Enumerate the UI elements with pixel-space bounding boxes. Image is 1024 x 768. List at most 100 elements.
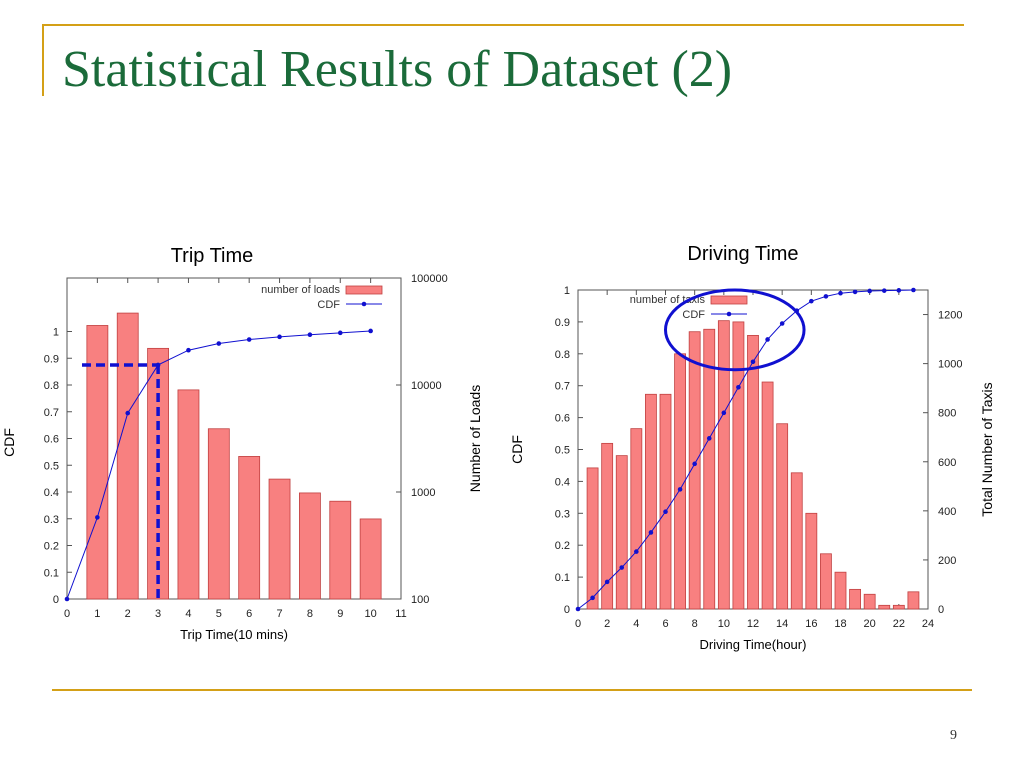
bottom-rule [52,689,972,691]
legend-label: number of taxis [630,294,706,306]
y2-tick-label: 200 [938,555,956,567]
cdf-point [663,509,668,515]
x-tick-label: 16 [805,618,817,630]
y2-tick-label: 400 [938,506,956,518]
bar [299,492,321,600]
bar [863,593,876,610]
bar [329,500,352,600]
y-tick-label: 1 [53,327,59,339]
y2-tick-label: 100000 [411,273,448,285]
x-tick-label: 6 [246,608,252,620]
page-number: 9 [950,728,957,743]
cdf-point [867,288,872,294]
cdf-point [619,565,625,570]
y2-tick-label: 1200 [938,310,962,322]
bar [820,553,832,610]
x-tick-label: 8 [692,618,698,630]
y-tick-label: 0.9 [555,317,570,329]
cdf-point [575,606,581,612]
legend-label: number of loads [261,284,340,296]
y-tick-label: 0.3 [44,514,59,526]
x-tick-label: 2 [125,608,131,620]
cdf-point [277,334,282,340]
bar [586,467,599,610]
x-tick-label: 9 [337,608,343,620]
bar [268,478,291,600]
bar [238,456,261,600]
bar [615,455,628,610]
y-axis-label: CDF [1,428,17,457]
cdf-point [750,359,756,365]
bar [834,571,847,610]
bar [805,512,818,610]
cdf-point [765,337,770,342]
y2-tick-label: 1000 [938,359,962,371]
y-tick-label: 0.1 [44,567,59,579]
cdf-point [823,294,829,299]
x-tick-label: 5 [216,608,222,620]
bar [878,604,891,610]
x-tick-label: 24 [922,618,934,630]
x-tick-label: 4 [185,608,191,620]
x-axis-label: Driving Time(hour) [700,637,807,652]
legend-swatch-point [726,311,732,317]
x-tick-label: 3 [155,608,161,620]
legend-swatch-bar [345,285,383,295]
chart-title: Driving Time [687,243,798,265]
bar [359,518,382,600]
bar [645,393,657,610]
bar [717,320,730,610]
bar [116,312,139,600]
y-tick-label: 0.9 [44,353,59,365]
y-tick-label: 0.2 [555,540,570,552]
y-tick-label: 0.8 [555,349,570,361]
cdf-point [604,579,610,585]
cdf-point [809,298,814,304]
y2-tick-label: 0 [938,604,944,616]
y-axis-label: CDF [509,435,525,464]
y2-tick-label: 10000 [411,380,442,392]
x-tick-label: 0 [575,618,581,630]
ellipse-highlight [664,288,806,372]
bar [659,393,672,610]
x-tick-label: 6 [662,618,668,630]
y-tick-label: 0.5 [555,445,570,457]
x-tick-label: 10 [718,618,730,630]
cdf-point [216,341,222,346]
y2-axis-label: Total Number of Taxis [979,382,995,516]
slide-title: Statistical Results of Dataset (2) [62,41,733,98]
y-tick-label: 0.6 [44,434,59,446]
bar [601,442,614,610]
x-tick-label: 14 [776,618,788,630]
y2-axis-label: Number of Loads [467,385,483,492]
bar [630,428,643,610]
x-tick-label: 18 [834,618,846,630]
cdf-point [881,288,887,293]
x-tick-label: 20 [864,618,876,630]
bar [732,321,745,610]
cdf-point [648,530,654,535]
x-axis-label: Trip Time(10 mins) [180,627,288,642]
bar [892,604,905,610]
cdf-point [852,289,858,295]
legend-label: CDF [317,299,340,311]
y-tick-label: 0.7 [44,407,59,419]
legend-swatch-point [361,301,367,307]
cdf-point [721,410,727,416]
bar [674,353,686,610]
y-tick-label: 0.3 [555,508,570,520]
cdf-point [911,287,916,293]
cdf-point [337,330,343,336]
x-tick-label: 22 [893,618,905,630]
bar [747,334,759,610]
x-tick-label: 11 [395,608,406,620]
legend-label: CDF [682,309,705,321]
cdf-point [677,487,683,492]
y-tick-label: 0 [53,594,59,606]
y-tick-label: 0.2 [44,541,59,553]
x-tick-label: 12 [747,618,759,630]
x-tick-label: 4 [633,618,639,630]
x-tick-label: 10 [365,608,377,620]
